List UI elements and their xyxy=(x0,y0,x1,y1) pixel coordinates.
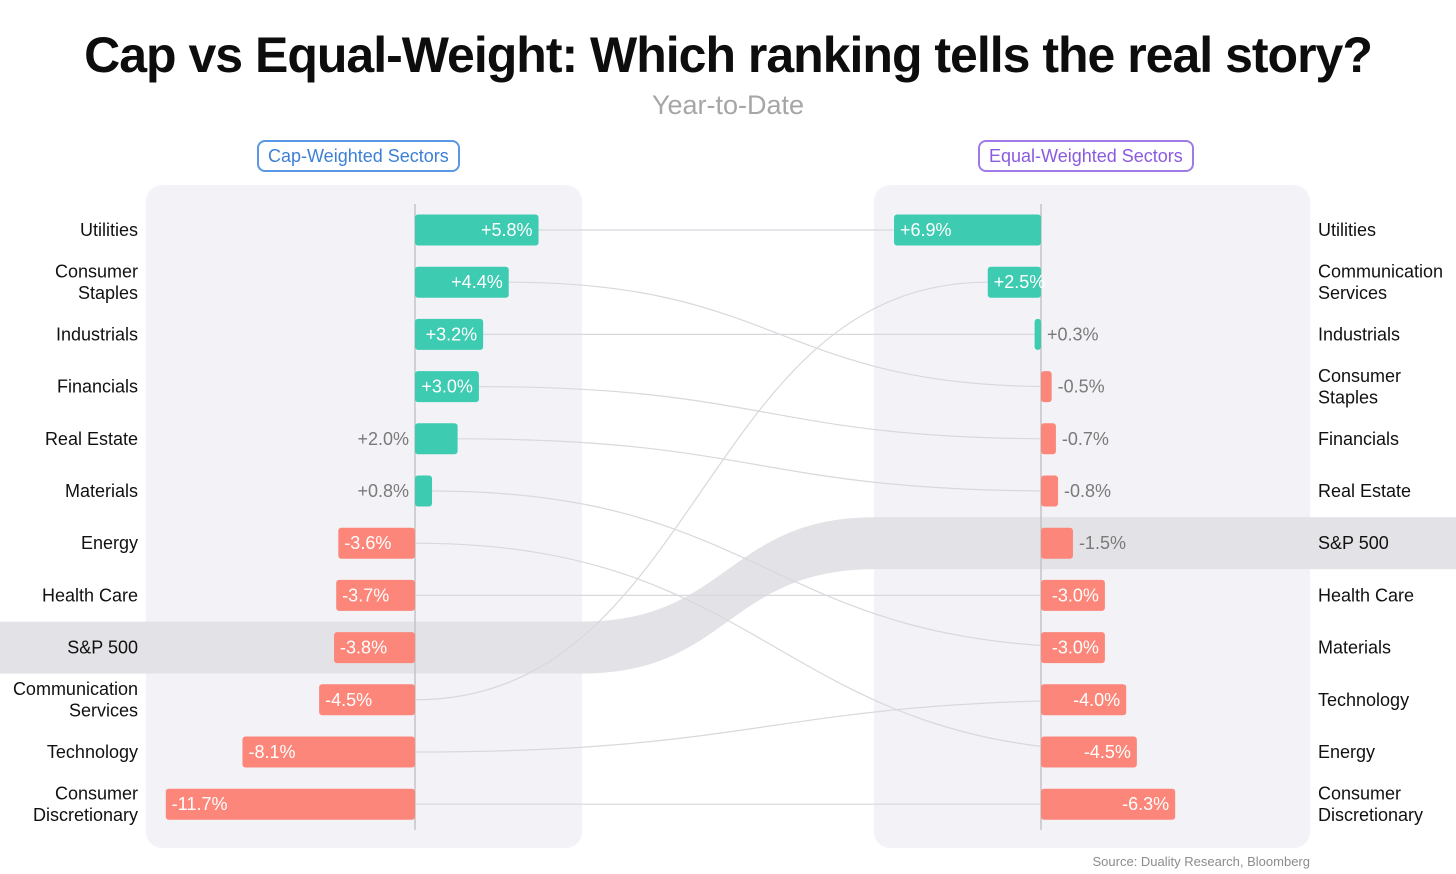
cap-category-label-consumer-discretionary-line2: Discretionary xyxy=(33,805,138,825)
cap-bar-utilities xyxy=(415,214,539,246)
equal-category-label-communication-services-line2: Services xyxy=(1318,283,1387,303)
equal-category-label-financials: Financials xyxy=(1318,429,1399,449)
cap-value-label-technology: -8.1% xyxy=(248,742,295,762)
cap-bar-communication-services xyxy=(319,684,415,716)
equal-value-label-utilities: +6.9% xyxy=(900,220,952,240)
cap-bar-materials xyxy=(415,475,433,507)
connector-financials xyxy=(478,386,1056,440)
cap-category-label-utilities: Utilities xyxy=(80,220,138,240)
cap-value-label-real-estate: +2.0% xyxy=(357,429,409,449)
equal-category-label-consumer-discretionary-line1: Consumer xyxy=(1318,783,1401,803)
equal-bar-energy xyxy=(1041,736,1137,768)
cap-category-label-industrials: Industrials xyxy=(56,324,138,344)
cap-value-label-sandp-500: -3.8% xyxy=(340,638,387,658)
connector-real-estate xyxy=(457,438,1059,492)
cap-category-label-financials: Financials xyxy=(57,377,138,397)
cap-value-label-materials: +0.8% xyxy=(357,481,409,501)
equal-category-label-consumer-discretionary-line2: Discretionary xyxy=(1318,805,1423,825)
source-note: Source: Duality Research, Bloomberg xyxy=(1092,854,1311,869)
cap-category-label-consumer-staples-line1: Consumer xyxy=(55,261,138,281)
equal-category-label-consumer-staples-line1: Consumer xyxy=(1318,366,1401,386)
cap-category-label-communication-services-line2: Services xyxy=(69,701,138,721)
cap-value-label-communication-services: -4.5% xyxy=(325,690,372,710)
cap-bar-financials xyxy=(415,371,479,403)
equal-category-label-sandp-500: S&P 500 xyxy=(1318,533,1389,553)
equal-category-label-consumer-staples-line2: Staples xyxy=(1318,387,1378,407)
equal-value-label-sandp-500: -1.5% xyxy=(1079,533,1126,553)
connector-materials xyxy=(432,490,1105,649)
cap-bar-consumer-staples xyxy=(415,266,509,298)
cap-bar-real-estate xyxy=(415,423,458,455)
connector-communication-services xyxy=(414,281,988,701)
chart-title: Cap vs Equal-Weight: Which ranking tells… xyxy=(84,27,1373,83)
cap-value-label-utilities: +5.8% xyxy=(481,220,533,240)
cap-bar-sandp-500 xyxy=(334,632,415,664)
cap-weighted-panel xyxy=(146,185,582,848)
cap-value-label-energy: -3.6% xyxy=(344,533,391,553)
equal-value-label-consumer-staples: -0.5% xyxy=(1058,377,1105,397)
equal-category-label-real-estate: Real Estate xyxy=(1318,481,1411,501)
connector-energy xyxy=(414,542,1137,753)
equal-category-label-utilities: Utilities xyxy=(1318,220,1376,240)
cap-category-label-health-care: Health Care xyxy=(42,585,138,605)
equal-value-label-industrials: +0.3% xyxy=(1047,324,1099,344)
equal-bar-health-care xyxy=(1041,579,1105,611)
equal-value-label-communication-services: +2.5% xyxy=(994,272,1046,292)
cap-value-label-financials: +3.0% xyxy=(421,377,473,397)
cap-bar-technology xyxy=(242,736,415,768)
equal-value-label-health-care: -3.0% xyxy=(1052,585,1099,605)
equal-bar-industrials xyxy=(1034,318,1041,350)
equal-value-label-financials: -0.7% xyxy=(1062,429,1109,449)
equal-category-label-technology: Technology xyxy=(1318,690,1409,710)
equal-bar-technology xyxy=(1041,684,1127,716)
cap-value-label-consumer-discretionary: -11.7% xyxy=(172,794,228,814)
equal-value-label-real-estate: -0.8% xyxy=(1064,481,1111,501)
cap-bar-energy xyxy=(338,527,415,559)
cap-bar-health-care xyxy=(336,579,415,611)
chart-subtitle: Year-to-Date xyxy=(651,90,805,120)
equal-bar-consumer-staples xyxy=(1041,371,1052,403)
cap-category-label-technology: Technology xyxy=(47,742,138,762)
equal-weighted-panel xyxy=(874,185,1310,848)
cap-category-label-materials: Materials xyxy=(65,481,138,501)
equal-value-label-technology: -4.0% xyxy=(1073,690,1120,710)
equal-bar-sandp-500 xyxy=(1041,527,1073,559)
equal-value-label-materials: -3.0% xyxy=(1052,638,1099,658)
equal-bar-utilities xyxy=(894,214,1041,246)
cap-category-label-real-estate: Real Estate xyxy=(45,429,138,449)
cap-category-label-consumer-discretionary-line1: Consumer xyxy=(55,783,138,803)
equal-weighted-panel-label: Equal-Weighted Sectors xyxy=(978,140,1194,172)
index-highlight-band-left xyxy=(0,621,582,674)
equal-bar-communication-services xyxy=(987,266,1041,298)
equal-category-label-health-care: Health Care xyxy=(1318,585,1414,605)
cap-category-label-energy: Energy xyxy=(81,533,138,553)
cap-value-label-health-care: -3.7% xyxy=(342,585,389,605)
cap-value-label-industrials: +3.2% xyxy=(426,324,478,344)
equal-bar-financials xyxy=(1041,423,1056,455)
cap-weighted-panel-label: Cap-Weighted Sectors xyxy=(257,140,460,172)
cap-value-label-consumer-staples: +4.4% xyxy=(451,272,503,292)
index-highlight-band-right xyxy=(874,517,1456,570)
equal-value-label-consumer-discretionary: -6.3% xyxy=(1122,794,1169,814)
equal-bar-real-estate xyxy=(1041,475,1059,507)
cap-bar-industrials xyxy=(415,318,484,350)
equal-category-label-communication-services-line1: Communication xyxy=(1318,261,1443,281)
equal-category-label-materials: Materials xyxy=(1318,638,1391,658)
equal-bar-consumer-discretionary xyxy=(1041,788,1176,820)
equal-category-label-industrials: Industrials xyxy=(1318,324,1400,344)
equal-category-label-energy: Energy xyxy=(1318,742,1375,762)
connector-technology xyxy=(414,699,1127,753)
cap-category-label-sandp-500: S&P 500 xyxy=(67,638,138,658)
equal-bar-materials xyxy=(1041,632,1105,664)
cap-category-label-consumer-staples-line2: Staples xyxy=(78,283,138,303)
equal-value-label-energy: -4.5% xyxy=(1084,742,1131,762)
cap-bar-consumer-discretionary xyxy=(165,788,415,820)
cap-category-label-communication-services-line1: Communication xyxy=(13,679,138,699)
